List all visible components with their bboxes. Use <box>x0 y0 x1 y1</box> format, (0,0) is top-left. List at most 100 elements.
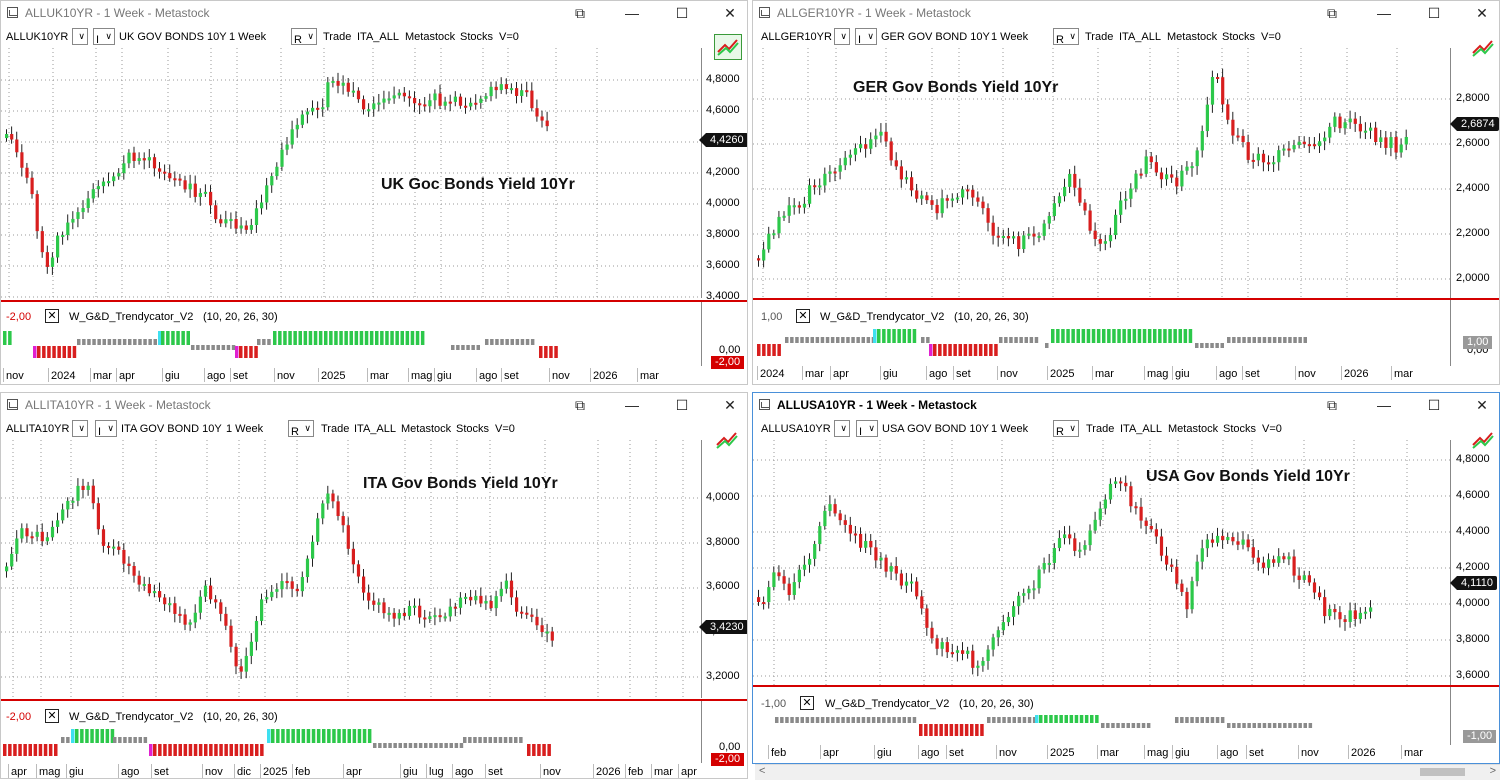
remove-indicator-button[interactable]: ✕ <box>800 696 814 710</box>
price-axis[interactable] <box>701 48 702 298</box>
x-tick-label: giu <box>437 370 452 382</box>
mode-dropdown[interactable]: R ∨ <box>288 420 314 438</box>
close-button[interactable]: ✕ <box>1476 5 1488 21</box>
price-chart[interactable] <box>753 48 1450 298</box>
trade-label[interactable]: Trade <box>323 31 352 43</box>
interval-dropdown[interactable]: I ∨ <box>93 28 115 46</box>
close-button[interactable]: ✕ <box>724 5 736 21</box>
panel-divider[interactable] <box>753 685 1499 687</box>
price-axis[interactable] <box>701 440 702 698</box>
trade-label[interactable]: Trade <box>321 423 350 435</box>
chart-window-ger[interactable]: ALLGER10YR - 1 Week - Metastock ⧉ — ☐ ✕ … <box>752 0 1500 385</box>
trade-label[interactable]: Trade <box>1086 423 1115 435</box>
candle-body <box>1012 236 1016 239</box>
scroll-left-icon[interactable]: < <box>759 765 766 777</box>
candle-body <box>1180 583 1184 592</box>
symbol-dropdown[interactable]: ∨ <box>834 420 850 437</box>
remove-indicator-button[interactable]: ✕ <box>796 309 810 323</box>
title-bar[interactable]: ALLUSA10YR - 1 Week - Metastock ⧉ — ☐ ✕ <box>753 393 1499 417</box>
restore-icon[interactable]: ⧉ <box>575 5 585 21</box>
y-tick-label: 2,8000 <box>1456 92 1490 104</box>
restore-icon[interactable]: ⧉ <box>575 397 585 413</box>
indicator-bar <box>459 743 464 748</box>
price-chart[interactable] <box>1 440 701 698</box>
indicator-chart[interactable] <box>1 328 701 366</box>
title-bar[interactable]: ALLUK10YR - 1 Week - Metastock ⧉ — ☐ ✕ <box>1 1 747 25</box>
candle-body <box>762 602 766 605</box>
interval-dropdown[interactable]: I ∨ <box>856 420 878 438</box>
candle-body <box>935 204 939 214</box>
candle-body <box>127 563 131 567</box>
maximize-button[interactable]: ☐ <box>1427 397 1441 413</box>
restore-icon[interactable]: ⧉ <box>1327 5 1337 21</box>
candle-body <box>1277 556 1281 563</box>
maximize-button[interactable]: ☐ <box>675 5 689 21</box>
maximize-button[interactable]: ☐ <box>675 397 689 413</box>
chart-window-uk[interactable]: ALLUK10YR - 1 Week - Metastock ⧉ — ☐ ✕ A… <box>0 0 748 385</box>
mode-dropdown[interactable]: R ∨ <box>1053 420 1079 438</box>
horizontal-scrollbar[interactable]: < > <box>755 764 1500 780</box>
price-chart[interactable] <box>753 440 1450 685</box>
indicator-bar <box>1267 723 1272 728</box>
indicator-bar <box>161 331 165 345</box>
candle-body <box>163 171 167 174</box>
mode-dropdown[interactable]: R ∨ <box>291 28 317 46</box>
indicator-chart[interactable] <box>753 328 1450 366</box>
panel-divider[interactable] <box>1 699 747 701</box>
trend-tool-icon[interactable] <box>1471 37 1497 59</box>
trend-tool-icon[interactable] <box>714 34 742 60</box>
indicator-bar <box>342 729 346 743</box>
restore-icon[interactable]: ⧉ <box>1327 397 1337 413</box>
trade-label[interactable]: Trade <box>1085 31 1114 43</box>
indicator-bar <box>1045 343 1049 348</box>
trend-tool-icon[interactable] <box>1471 429 1497 451</box>
mode-dropdown[interactable]: R ∨ <box>1053 28 1079 46</box>
indicator-chart[interactable] <box>1 727 701 763</box>
indicator-bar <box>385 331 389 345</box>
maximize-button[interactable]: ☐ <box>1427 5 1441 21</box>
minimize-button[interactable]: — <box>1377 397 1391 413</box>
candle-body <box>1057 196 1062 204</box>
candle-body <box>336 80 340 86</box>
indicator-bar <box>1111 723 1115 728</box>
minimize-button[interactable]: — <box>1377 5 1391 21</box>
candle-body <box>193 183 197 197</box>
indicator-bar <box>1091 329 1096 343</box>
price-chart[interactable] <box>1 48 701 298</box>
price-axis[interactable] <box>1450 48 1451 298</box>
symbol-dropdown[interactable]: ∨ <box>72 420 88 437</box>
indicator-bar <box>757 344 761 356</box>
candle-body <box>1297 141 1301 146</box>
minimize-button[interactable]: — <box>625 397 639 413</box>
trend-tool-icon[interactable] <box>715 429 741 451</box>
close-button[interactable]: ✕ <box>1476 397 1488 413</box>
candle-body <box>362 99 366 110</box>
x-tick-label: ago <box>929 368 948 380</box>
panel-divider[interactable] <box>1 300 747 302</box>
minimize-button[interactable]: — <box>625 5 639 21</box>
scroll-right-icon[interactable]: > <box>1489 765 1496 777</box>
price-axis[interactable] <box>1450 440 1451 685</box>
indicator-chart[interactable] <box>753 715 1450 745</box>
candle-body <box>1353 118 1357 124</box>
close-button[interactable]: ✕ <box>724 397 736 413</box>
chart-window-usa[interactable]: ALLUSA10YR - 1 Week - Metastock ⧉ — ☐ ✕ … <box>752 392 1500 764</box>
remove-indicator-button[interactable]: ✕ <box>45 709 59 723</box>
title-bar[interactable]: ALLGER10YR - 1 Week - Metastock ⧉ — ☐ ✕ <box>753 1 1499 25</box>
x-tick-mark <box>918 745 919 759</box>
scrollbar-thumb[interactable] <box>1420 768 1465 776</box>
symbol-dropdown[interactable]: ∨ <box>834 28 850 45</box>
x-tick-mark <box>452 764 453 778</box>
candle-body <box>1124 482 1128 487</box>
panel-divider[interactable] <box>753 298 1499 300</box>
indicator-bar <box>532 744 536 756</box>
x-tick-label: nov <box>1301 747 1319 759</box>
interval-dropdown[interactable]: I ∨ <box>855 28 877 46</box>
indicator-header: -1,00 ✕ W_G&D_Trendycator_V2 (10, 20, 26… <box>753 693 1450 713</box>
remove-indicator-button[interactable]: ✕ <box>45 309 59 323</box>
title-bar[interactable]: ALLITA10YR - 1 Week - Metastock ⧉ — ☐ ✕ <box>1 393 747 417</box>
symbol-dropdown[interactable]: ∨ <box>72 28 88 45</box>
indicator-bar <box>1019 337 1023 343</box>
chart-window-ita[interactable]: ALLITA10YR - 1 Week - Metastock ⧉ — ☐ ✕ … <box>0 392 748 779</box>
interval-dropdown[interactable]: I ∨ <box>95 420 117 438</box>
